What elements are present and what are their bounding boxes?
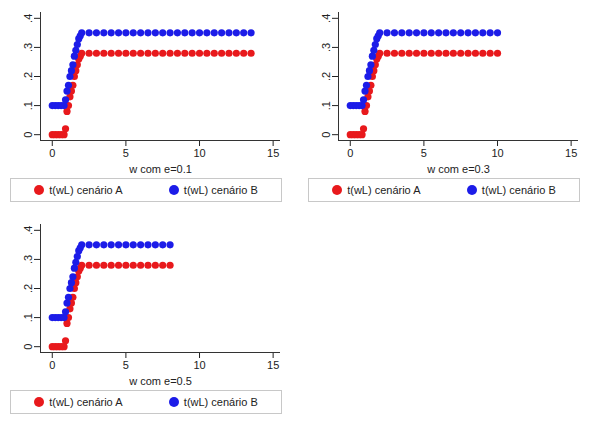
svg-text:.2: .2 [320,72,332,81]
html-text:t(wL) cenário A: t(wL) cenário A [49,396,123,408]
svg-text:0: 0 [320,132,332,138]
svg-text:5: 5 [123,359,129,371]
svg-text:15: 15 [267,147,279,159]
svg-text:5: 5 [123,147,129,159]
html-text:t(wL) cenário A: t(wL) cenário A [49,184,123,196]
svg-text:.4: .4 [22,14,34,23]
svg-text:0: 0 [22,344,34,350]
svg-text:w com e=0.1: w com e=0.1 [128,163,192,175]
svg-text:.2: .2 [22,284,34,293]
svg-text:w com e=0.5: w com e=0.5 [128,375,192,387]
html-text:t(wL) cenário B: t(wL) cenário B [183,184,258,196]
svg-text:10: 10 [193,359,205,371]
svg-text:.3: .3 [22,43,34,52]
svg-text:15: 15 [267,359,279,371]
html-text:t(wL) cenário B: t(wL) cenário B [183,396,258,408]
svg-text:.1: .1 [320,101,332,110]
svg-text:10: 10 [491,147,503,159]
svg-text:0: 0 [347,147,353,159]
svg-text:0: 0 [49,359,55,371]
svg-text:w com e=0.3: w com e=0.3 [426,163,490,175]
svg-text:15: 15 [565,147,577,159]
svg-text:.3: .3 [22,255,34,264]
svg-text:5: 5 [421,147,427,159]
svg-text:.4: .4 [22,226,34,235]
svg-text:.2: .2 [22,72,34,81]
svg-text:.1: .1 [22,313,34,322]
svg-text:.3: .3 [320,43,332,52]
html-text:t(wL) cenário B: t(wL) cenário B [481,184,556,196]
svg-text:0: 0 [49,147,55,159]
svg-text:.1: .1 [22,101,34,110]
html-text:t(wL) cenário A: t(wL) cenário A [347,184,421,196]
svg-text:.4: .4 [320,14,332,23]
svg-text:0: 0 [22,132,34,138]
svg-text:10: 10 [193,147,205,159]
